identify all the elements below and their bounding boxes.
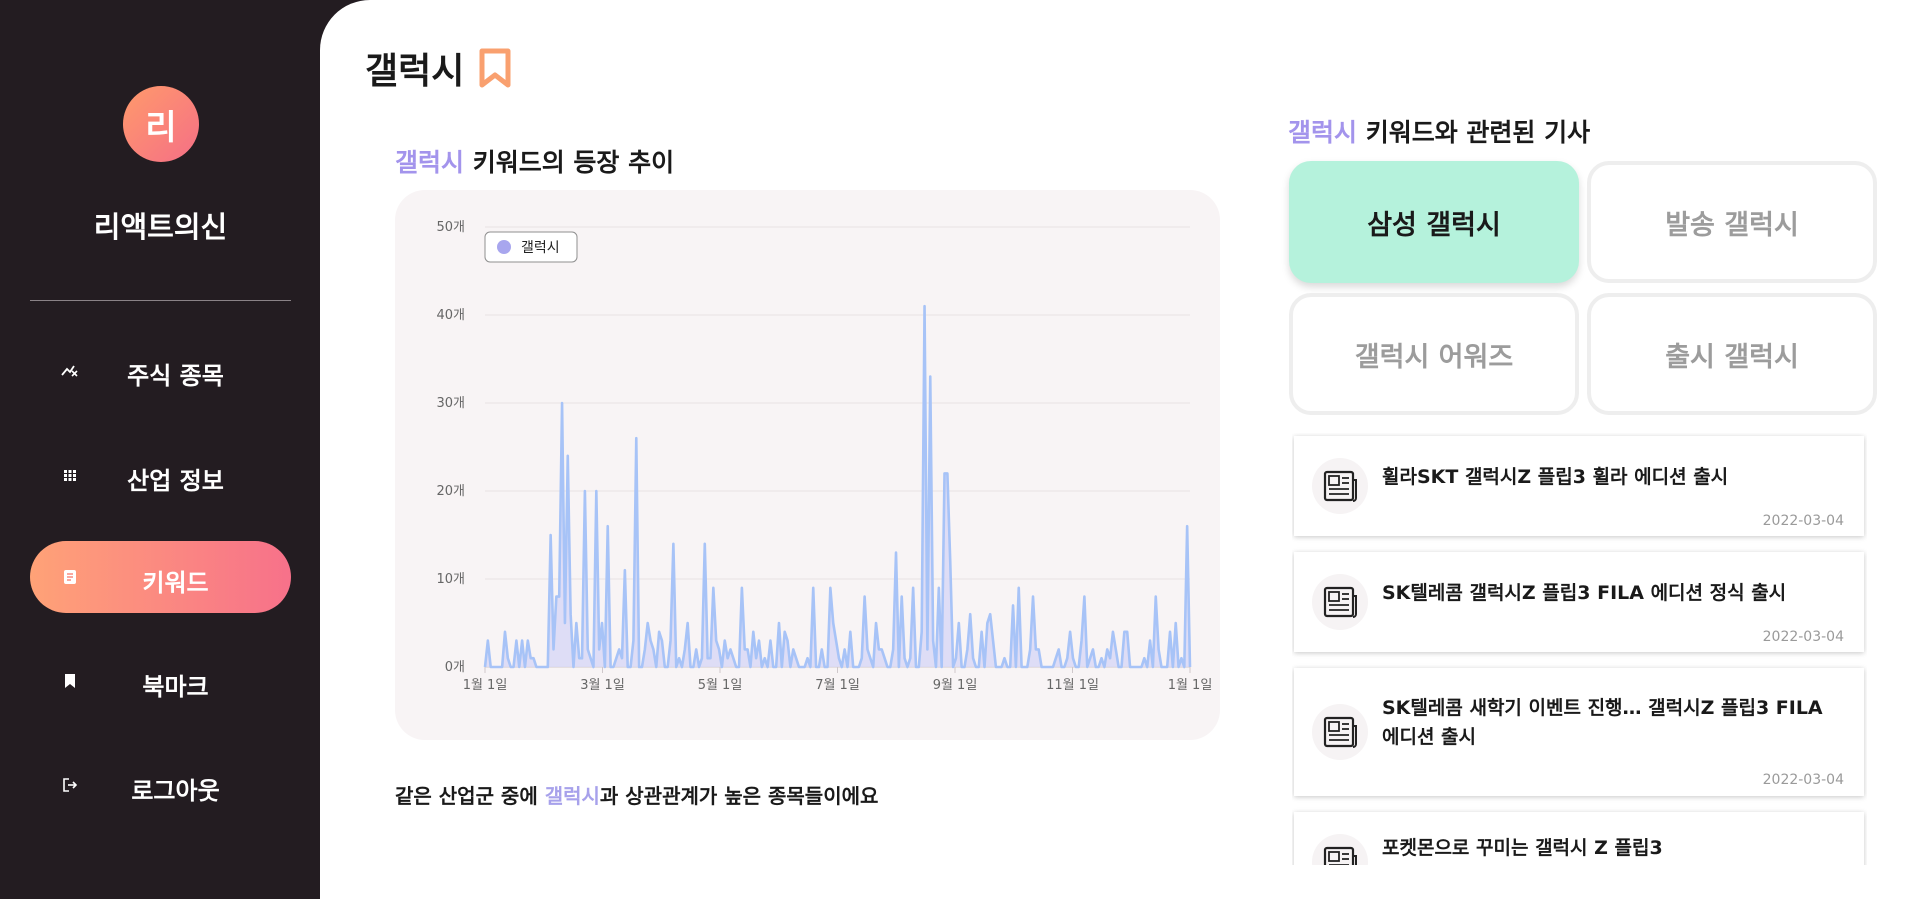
main-panel: 갤럭시 갤럭시 키워드의 등장 추이 0개 10개 20개 30개 40개 50개 1월 1… xyxy=(320,0,1920,899)
nav-label: 로그아웃 xyxy=(131,777,220,805)
related-keyword-button[interactable]: 갤럭시 어워즈 xyxy=(1289,293,1579,415)
x-tick-label: 3월 1일 xyxy=(580,678,625,693)
x-tick-label: 1월 1일 xyxy=(1168,678,1213,693)
news-card-date: 2022-03-04 xyxy=(1762,772,1844,788)
trend-chart-svg: 0개 10개 20개 30개 40개 50개 1월 1일 3월 1일 5월 1일 7월 1일 9월 … xyxy=(436,220,1213,693)
y-tick-label: 0개 xyxy=(445,660,465,675)
page-title: 갤럭시 xyxy=(365,51,465,92)
legend-label: 갤럭시 xyxy=(521,240,560,256)
related-keyword-button[interactable]: 삼성 갤럭시 xyxy=(1289,161,1579,283)
correlation-suffix: 과 상관관계가 높은 종목들이에요 xyxy=(599,784,879,808)
news-keyword: 갤럭시 xyxy=(1288,118,1358,147)
related-keyword-button[interactable]: 발송 갤럭시 xyxy=(1587,161,1877,283)
news-card-title: 포켓몬으로 꾸미는 갤럭시 Z 플립3 xyxy=(1382,837,1663,859)
news-title-suffix: 키워드와 관련된 기사 xyxy=(1357,118,1591,147)
correlation-keyword: 갤럭시 xyxy=(544,784,600,808)
document-icon xyxy=(60,567,80,587)
grid-dots-icon xyxy=(60,465,80,485)
x-tick-label: 9월 1일 xyxy=(933,678,978,693)
x-tick-label: 7월 1일 xyxy=(815,678,860,693)
news-card[interactable]: 포켓몬으로 꾸미는 갤럭시 Z 플립3 xyxy=(1294,812,1864,865)
y-tick-label: 30개 xyxy=(436,396,465,411)
trend-keyword: 갤럭시 xyxy=(395,148,465,177)
correlation-prefix: 같은 산업군 중에 xyxy=(395,784,545,808)
newspaper-icon xyxy=(1312,574,1368,630)
trend-title-suffix: 키워드의 등장 추이 xyxy=(464,148,675,177)
x-tick-label: 5월 1일 xyxy=(698,678,743,693)
nav-item-stocks[interactable]: 주식 종목 xyxy=(30,334,291,406)
correlation-heading: 같은 산업군 중에 갤럭시과 상관관계가 높은 종목들이에요 xyxy=(395,780,878,809)
news-title: 갤럭시 키워드와 관련된 기사 xyxy=(1288,113,1590,149)
y-tick-label: 20개 xyxy=(436,484,465,499)
newspaper-icon xyxy=(1312,458,1368,514)
avatar[interactable]: 리 xyxy=(123,86,199,162)
news-card-title: SK텔레콤 갤럭시Z 플립3 FILA 에디션 정식 출시 xyxy=(1382,582,1787,604)
news-card[interactable]: 휠라SKT 갤럭시Z 플립3 휠라 에디션 출시 2022-03-04 xyxy=(1294,436,1864,536)
news-list[interactable]: 휠라SKT 갤럭시Z 플립3 휠라 에디션 출시 2022-03-04 SK텔레… xyxy=(1292,433,1867,865)
nav-label: 주식 종목 xyxy=(127,362,224,390)
nav-item-industry[interactable]: 산업 정보 xyxy=(30,439,291,511)
y-tick-label: 10개 xyxy=(436,572,465,587)
news-card-title: SK텔레콤 새학기 이벤트 진행… 갤럭시Z 플립3 FILA 에디션 출시 xyxy=(1382,697,1823,748)
y-tick-label: 40개 xyxy=(436,308,465,323)
legend-swatch xyxy=(497,240,511,254)
x-tick-label: 11월 1일 xyxy=(1046,678,1099,693)
logout-icon xyxy=(60,775,80,795)
trend-chart: 0개 10개 20개 30개 40개 50개 1월 1일 3월 1일 5월 1일 7월 1일 9월 … xyxy=(395,190,1220,740)
bookmark-icon xyxy=(60,671,80,691)
nav-item-logout[interactable]: 로그아웃 xyxy=(30,749,291,821)
news-card[interactable]: SK텔레콤 갤럭시Z 플립3 FILA 에디션 정식 출시 2022-03-04 xyxy=(1294,552,1864,652)
nav-label: 키워드 xyxy=(142,569,209,597)
series-line xyxy=(483,304,1192,669)
legend-box xyxy=(484,231,578,263)
news-card-date: 2022-03-04 xyxy=(1762,629,1844,645)
news-card-title: 휠라SKT 갤럭시Z 플립3 휠라 에디션 출시 xyxy=(1382,466,1729,488)
x-tick-label: 1월 1일 xyxy=(463,678,508,693)
nav-label: 북마크 xyxy=(142,673,209,701)
nav-item-keyword[interactable]: 키워드 xyxy=(30,541,291,613)
nav-label: 산업 정보 xyxy=(127,467,224,495)
newspaper-icon xyxy=(1312,834,1368,865)
sidebar-divider xyxy=(30,300,291,301)
nav-item-bookmark[interactable]: 북마크 xyxy=(30,645,291,717)
news-card-date: 2022-03-04 xyxy=(1762,513,1844,529)
trend-title: 갤럭시 키워드의 등장 추이 xyxy=(395,143,674,179)
bookmark-outline-icon[interactable] xyxy=(478,48,512,92)
related-keyword-button[interactable]: 출시 갤럭시 xyxy=(1587,293,1877,415)
newspaper-icon xyxy=(1312,704,1368,760)
stock-chart-icon xyxy=(60,360,80,380)
brand-name: 리액트의신 xyxy=(93,210,228,244)
sidebar: 리 리액트의신 주식 종목 산업 정보 키워드 북마크 xyxy=(0,0,321,899)
news-card[interactable]: SK텔레콤 새학기 이벤트 진행… 갤럭시Z 플립3 FILA 에디션 출시 2… xyxy=(1294,668,1864,796)
y-tick-label: 50개 xyxy=(436,220,465,235)
